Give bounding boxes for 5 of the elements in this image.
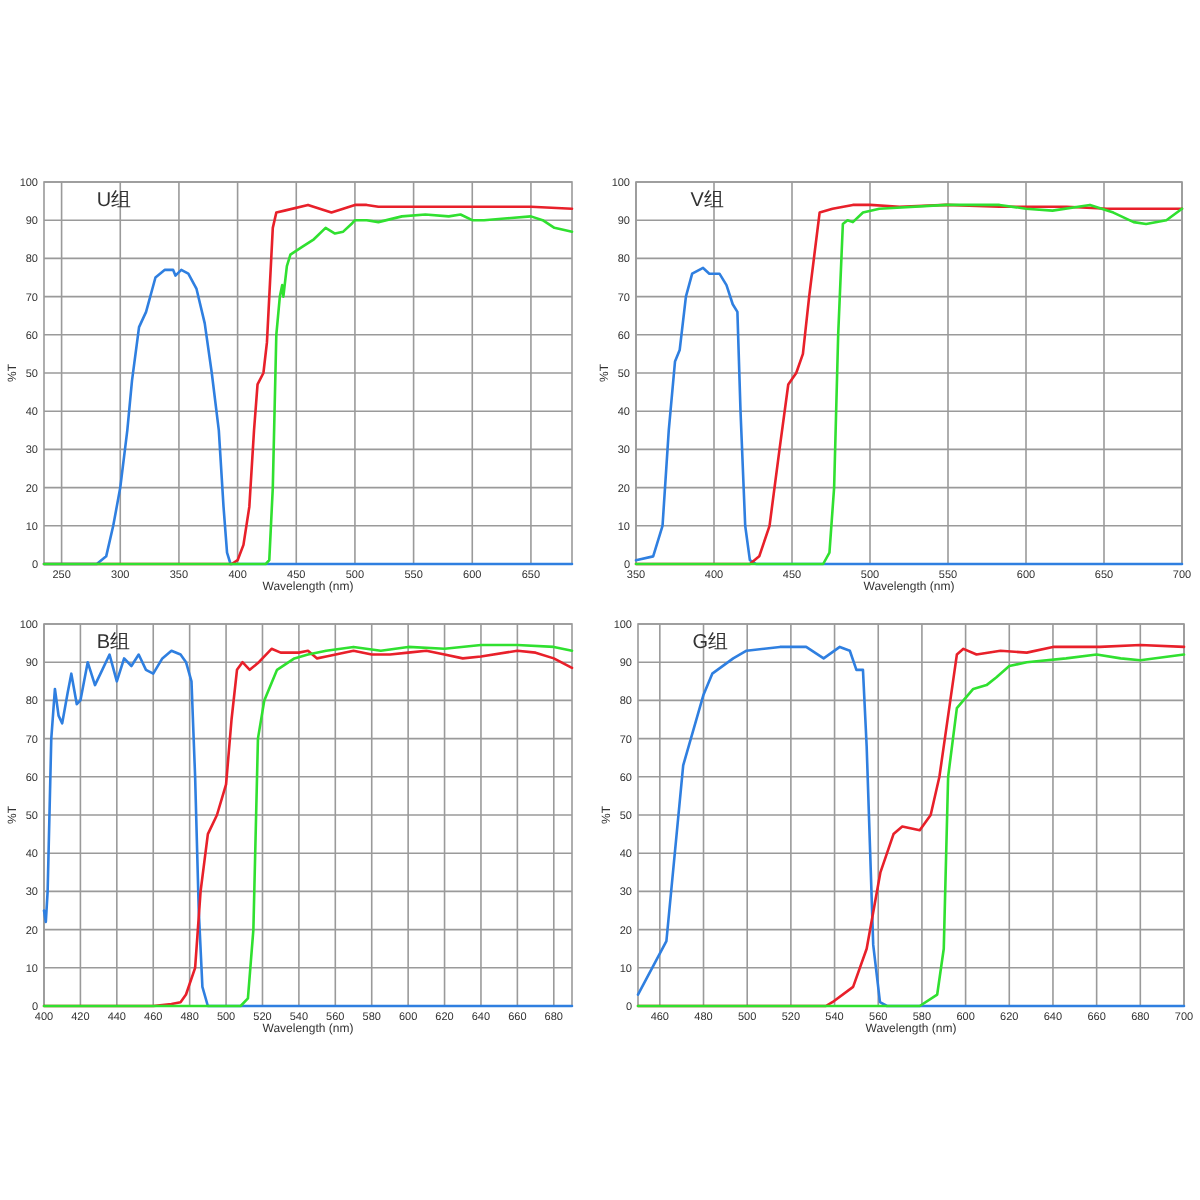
chart-title: G组 <box>692 630 729 654</box>
chart-title: V组 <box>690 188 724 212</box>
chart-title: U组 <box>96 188 132 212</box>
chart-title: B组 <box>96 630 131 654</box>
line-series <box>634 266 1184 566</box>
